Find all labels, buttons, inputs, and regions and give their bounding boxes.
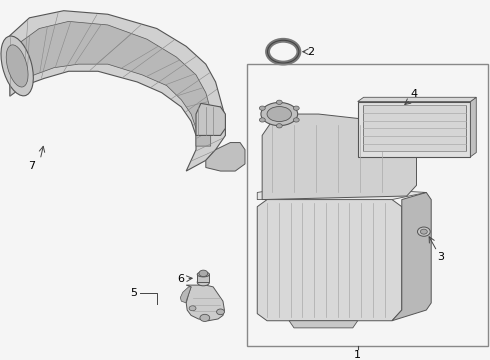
Polygon shape <box>358 97 476 102</box>
Text: 7: 7 <box>28 161 35 171</box>
Circle shape <box>189 306 196 311</box>
Circle shape <box>417 227 430 236</box>
Circle shape <box>200 314 210 321</box>
Circle shape <box>276 100 282 104</box>
Text: 2: 2 <box>308 47 315 57</box>
Ellipse shape <box>197 279 210 286</box>
Circle shape <box>420 229 427 234</box>
Polygon shape <box>206 143 245 171</box>
Ellipse shape <box>267 107 292 122</box>
Polygon shape <box>257 199 402 321</box>
Circle shape <box>276 124 282 128</box>
Ellipse shape <box>6 45 28 87</box>
Circle shape <box>294 106 299 110</box>
Polygon shape <box>10 11 225 171</box>
Ellipse shape <box>1 36 33 96</box>
Polygon shape <box>289 321 358 328</box>
Polygon shape <box>186 285 224 321</box>
Text: 3: 3 <box>438 252 444 262</box>
Polygon shape <box>363 105 466 152</box>
Circle shape <box>259 118 265 122</box>
Polygon shape <box>196 103 225 135</box>
Text: 6: 6 <box>177 274 184 284</box>
Polygon shape <box>20 21 211 146</box>
Circle shape <box>199 270 208 276</box>
Text: 5: 5 <box>130 288 137 298</box>
Bar <box>247 64 488 346</box>
Polygon shape <box>197 274 210 282</box>
Text: 1: 1 <box>354 350 361 360</box>
Circle shape <box>217 309 224 315</box>
Circle shape <box>259 106 265 110</box>
Text: 4: 4 <box>411 89 417 99</box>
Circle shape <box>294 118 299 122</box>
Polygon shape <box>257 185 426 199</box>
Polygon shape <box>262 114 416 199</box>
Polygon shape <box>180 287 191 303</box>
Polygon shape <box>470 97 476 157</box>
Circle shape <box>268 40 299 63</box>
Polygon shape <box>358 102 470 157</box>
Polygon shape <box>392 193 431 321</box>
Ellipse shape <box>261 103 297 126</box>
Ellipse shape <box>197 272 210 277</box>
